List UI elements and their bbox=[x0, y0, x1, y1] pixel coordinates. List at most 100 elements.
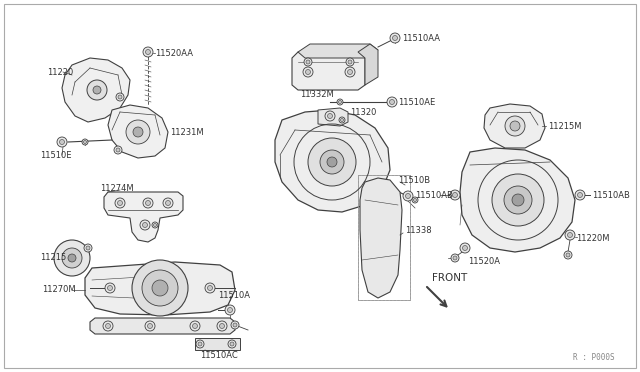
Circle shape bbox=[566, 253, 570, 257]
Circle shape bbox=[392, 35, 397, 41]
Text: R : P000S: R : P000S bbox=[573, 353, 615, 362]
Circle shape bbox=[510, 121, 520, 131]
Circle shape bbox=[54, 240, 90, 276]
Circle shape bbox=[106, 324, 111, 328]
Circle shape bbox=[118, 201, 122, 205]
Text: 11510AE: 11510AE bbox=[398, 97, 435, 106]
Circle shape bbox=[337, 99, 343, 105]
Circle shape bbox=[348, 60, 352, 64]
Circle shape bbox=[207, 285, 212, 291]
Circle shape bbox=[451, 254, 459, 262]
Circle shape bbox=[126, 120, 150, 144]
Circle shape bbox=[152, 222, 158, 228]
Circle shape bbox=[463, 246, 467, 250]
Circle shape bbox=[339, 117, 345, 123]
Circle shape bbox=[205, 283, 215, 293]
Circle shape bbox=[142, 270, 178, 306]
Circle shape bbox=[196, 340, 204, 348]
Circle shape bbox=[143, 47, 153, 57]
Text: 11510E: 11510E bbox=[40, 151, 72, 160]
Polygon shape bbox=[318, 108, 348, 126]
Polygon shape bbox=[104, 192, 183, 242]
Circle shape bbox=[145, 201, 150, 205]
Polygon shape bbox=[90, 318, 235, 334]
Circle shape bbox=[93, 86, 101, 94]
Text: FRONT: FRONT bbox=[432, 273, 467, 283]
Circle shape bbox=[87, 80, 107, 100]
Circle shape bbox=[103, 321, 113, 331]
Circle shape bbox=[115, 198, 125, 208]
Text: 11220M: 11220M bbox=[576, 234, 609, 243]
Polygon shape bbox=[358, 44, 378, 85]
Circle shape bbox=[145, 321, 155, 331]
Circle shape bbox=[565, 230, 575, 240]
Circle shape bbox=[345, 67, 355, 77]
Polygon shape bbox=[292, 52, 365, 90]
Circle shape bbox=[450, 190, 460, 200]
Circle shape bbox=[505, 116, 525, 136]
Text: 11510AB: 11510AB bbox=[592, 190, 630, 199]
Circle shape bbox=[140, 220, 150, 230]
Circle shape bbox=[305, 70, 310, 74]
Circle shape bbox=[453, 256, 457, 260]
Circle shape bbox=[57, 137, 67, 147]
Circle shape bbox=[116, 93, 124, 101]
Text: 11270M: 11270M bbox=[42, 285, 76, 295]
Bar bbox=[358, 175, 410, 300]
Polygon shape bbox=[484, 104, 545, 148]
Circle shape bbox=[60, 140, 65, 144]
Circle shape bbox=[143, 198, 153, 208]
Circle shape bbox=[564, 251, 572, 259]
Circle shape bbox=[452, 192, 458, 198]
Circle shape bbox=[166, 201, 170, 205]
Text: 11510A: 11510A bbox=[218, 291, 250, 299]
Circle shape bbox=[568, 232, 573, 237]
Circle shape bbox=[116, 148, 120, 152]
Circle shape bbox=[132, 260, 188, 316]
Circle shape bbox=[575, 190, 585, 200]
Circle shape bbox=[143, 222, 147, 228]
Polygon shape bbox=[62, 58, 130, 122]
Circle shape bbox=[163, 198, 173, 208]
Text: 11510AA: 11510AA bbox=[402, 33, 440, 42]
Circle shape bbox=[492, 174, 544, 226]
Circle shape bbox=[152, 280, 168, 296]
Text: 11320: 11320 bbox=[350, 108, 376, 116]
Text: 11510B: 11510B bbox=[398, 176, 430, 185]
Circle shape bbox=[412, 197, 418, 203]
Circle shape bbox=[346, 58, 354, 66]
Circle shape bbox=[217, 321, 227, 331]
Circle shape bbox=[198, 342, 202, 346]
Polygon shape bbox=[460, 148, 575, 252]
Circle shape bbox=[403, 191, 413, 201]
Circle shape bbox=[320, 150, 344, 174]
Circle shape bbox=[62, 248, 82, 268]
Circle shape bbox=[512, 194, 524, 206]
Text: 11510AB: 11510AB bbox=[415, 190, 453, 199]
Text: 11520A: 11520A bbox=[468, 257, 500, 266]
Circle shape bbox=[145, 49, 150, 55]
Bar bbox=[195, 338, 240, 350]
Circle shape bbox=[304, 58, 312, 66]
Circle shape bbox=[133, 127, 143, 137]
Circle shape bbox=[86, 246, 90, 250]
Text: 11231M: 11231M bbox=[170, 128, 204, 137]
Circle shape bbox=[387, 97, 397, 107]
Circle shape bbox=[390, 99, 394, 105]
Circle shape bbox=[303, 67, 313, 77]
Text: 11274M: 11274M bbox=[100, 183, 134, 192]
Circle shape bbox=[308, 138, 356, 186]
Circle shape bbox=[220, 324, 225, 328]
Circle shape bbox=[325, 111, 335, 121]
Polygon shape bbox=[298, 44, 378, 58]
Circle shape bbox=[108, 285, 113, 291]
Circle shape bbox=[327, 157, 337, 167]
Circle shape bbox=[233, 323, 237, 327]
Circle shape bbox=[504, 186, 532, 214]
Text: 11338: 11338 bbox=[405, 225, 431, 234]
Circle shape bbox=[193, 324, 198, 328]
Circle shape bbox=[105, 283, 115, 293]
Circle shape bbox=[390, 33, 400, 43]
Circle shape bbox=[154, 224, 157, 227]
Circle shape bbox=[118, 95, 122, 99]
